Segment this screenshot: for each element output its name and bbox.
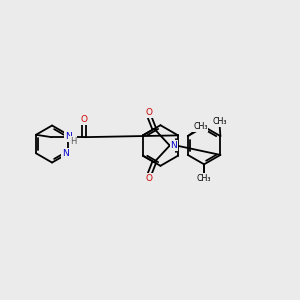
Text: O: O <box>146 174 153 183</box>
Text: N: N <box>62 149 69 158</box>
Text: N: N <box>65 132 72 141</box>
Text: CH₃: CH₃ <box>197 174 211 183</box>
Text: CH₃: CH₃ <box>212 117 227 126</box>
Text: O: O <box>146 108 153 117</box>
Text: H: H <box>70 137 76 146</box>
Text: CH₃: CH₃ <box>193 122 208 131</box>
Text: O: O <box>81 115 88 124</box>
Text: N: N <box>170 141 177 150</box>
